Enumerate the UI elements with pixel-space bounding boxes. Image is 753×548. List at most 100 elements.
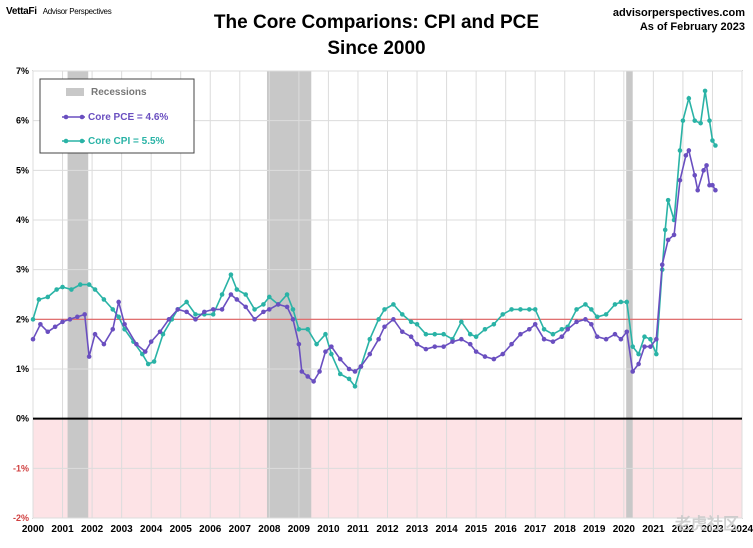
series-point-cpi-62	[527, 307, 532, 312]
series-point-pce-78	[630, 369, 635, 374]
series-point-pce-33	[290, 317, 296, 322]
series-point-pce-91	[701, 168, 706, 173]
y-tick-label-8: 6%	[16, 116, 29, 126]
series-point-pce-73	[594, 334, 600, 340]
y-tick-label-1: -1%	[13, 463, 29, 473]
series-point-pce-74	[603, 336, 609, 342]
x-tick-label-2018: 2018	[554, 524, 577, 535]
series-point-cpi-47	[399, 312, 405, 317]
series-point-cpi-12	[122, 326, 127, 332]
series-point-pce-0	[30, 336, 36, 342]
series-point-pce-88	[686, 148, 692, 153]
series-point-pce-14	[134, 341, 139, 347]
x-tick-label-2017: 2017	[524, 524, 547, 535]
x-tick-label-2002: 2002	[81, 524, 104, 535]
series-point-cpi-80	[654, 351, 659, 357]
series-point-cpi-29	[261, 302, 266, 307]
x-tick-label-2000: 2000	[22, 524, 45, 535]
chart-title-line1: The Core Comparions: CPI and PCE	[213, 12, 540, 33]
series-point-cpi-75	[624, 299, 630, 305]
series-point-cpi-45	[382, 307, 387, 312]
series-point-pce-9	[92, 331, 98, 337]
series-point-cpi-10	[110, 307, 116, 312]
series-point-pce-46	[376, 336, 381, 342]
series-point-cpi-32	[284, 292, 290, 297]
series-point-cpi-83	[665, 197, 671, 203]
series-point-cpi-87	[686, 96, 692, 101]
series-point-cpi-69	[583, 302, 588, 307]
series-point-pce-54	[441, 344, 446, 349]
series-point-pce-29	[261, 309, 266, 315]
series-point-pce-83	[659, 262, 665, 268]
series-point-pce-94	[710, 182, 715, 188]
series-point-cpi-49	[414, 322, 420, 327]
series-point-pce-80	[642, 344, 647, 349]
series-point-cpi-40	[346, 376, 352, 382]
y-tick-label-4: 2%	[16, 314, 29, 324]
series-point-pce-11	[110, 326, 116, 332]
series-point-pce-42	[346, 366, 352, 372]
series-point-cpi-24	[219, 292, 225, 297]
series-point-cpi-78	[642, 334, 647, 340]
series-point-pce-16	[148, 339, 154, 344]
y-tick-label-9: 7%	[16, 66, 29, 76]
series-point-cpi-91	[707, 118, 712, 123]
legend-pce-marker-2	[79, 114, 85, 120]
series-point-pce-82	[654, 336, 659, 342]
series-point-pce-92	[704, 163, 709, 168]
series-point-cpi-26	[234, 287, 240, 292]
series-point-cpi-34	[296, 326, 302, 332]
series-point-cpi-8	[92, 287, 98, 292]
series-point-cpi-77	[636, 351, 641, 357]
series-point-pce-39	[323, 349, 328, 354]
series-point-pce-15	[142, 349, 148, 354]
series-point-cpi-41	[352, 384, 358, 389]
series-point-cpi-33	[290, 307, 296, 312]
x-tick-label-2014: 2014	[435, 524, 458, 535]
series-point-pce-62	[509, 341, 514, 347]
series-point-cpi-52	[441, 331, 446, 337]
series-point-pce-2	[45, 329, 51, 335]
series-point-pce-4	[60, 319, 65, 325]
x-tick-label-2004: 2004	[140, 524, 163, 535]
x-tick-label-2010: 2010	[317, 524, 340, 535]
series-point-pce-55	[450, 339, 455, 344]
series-point-pce-40	[329, 344, 334, 349]
x-tick-label-2001: 2001	[51, 524, 74, 535]
series-point-pce-34	[296, 341, 302, 347]
series-point-cpi-51	[432, 331, 438, 337]
series-point-cpi-64	[541, 326, 547, 332]
series-point-cpi-1	[36, 297, 42, 302]
chart-title: The Core Comparions: CPI and PCE Since 2…	[0, 10, 753, 62]
series-point-cpi-89	[698, 120, 703, 126]
series-point-pce-69	[565, 326, 571, 332]
series-point-pce-79	[636, 361, 641, 367]
series-point-pce-38	[317, 369, 322, 374]
series-point-cpi-37	[323, 331, 328, 337]
series-point-cpi-28	[252, 307, 257, 312]
series-point-pce-89	[692, 173, 698, 178]
series-point-pce-41	[337, 356, 343, 362]
series-point-pce-45	[367, 351, 373, 357]
x-tick-label-2012: 2012	[376, 524, 399, 535]
series-point-cpi-25	[228, 272, 234, 277]
series-point-pce-76	[618, 336, 624, 342]
y-tick-label-5: 3%	[16, 265, 29, 275]
y-tick-label-2: 0%	[16, 414, 29, 424]
series-point-cpi-65	[550, 331, 556, 337]
series-point-pce-5	[67, 317, 73, 322]
series-point-pce-47	[382, 324, 387, 330]
series-point-cpi-73	[612, 302, 618, 307]
series-point-cpi-0	[30, 317, 36, 322]
y-tick-label-7: 5%	[16, 165, 29, 175]
series-point-pce-21	[193, 317, 198, 322]
series-point-pce-51	[414, 341, 420, 347]
series-point-pce-19	[175, 307, 181, 312]
series-point-pce-90	[695, 187, 700, 193]
series-point-cpi-6	[77, 282, 83, 287]
x-tick-label-2019: 2019	[583, 524, 606, 535]
series-point-cpi-2	[45, 294, 51, 300]
series-point-pce-59	[482, 354, 488, 359]
series-point-pce-28	[252, 317, 257, 322]
